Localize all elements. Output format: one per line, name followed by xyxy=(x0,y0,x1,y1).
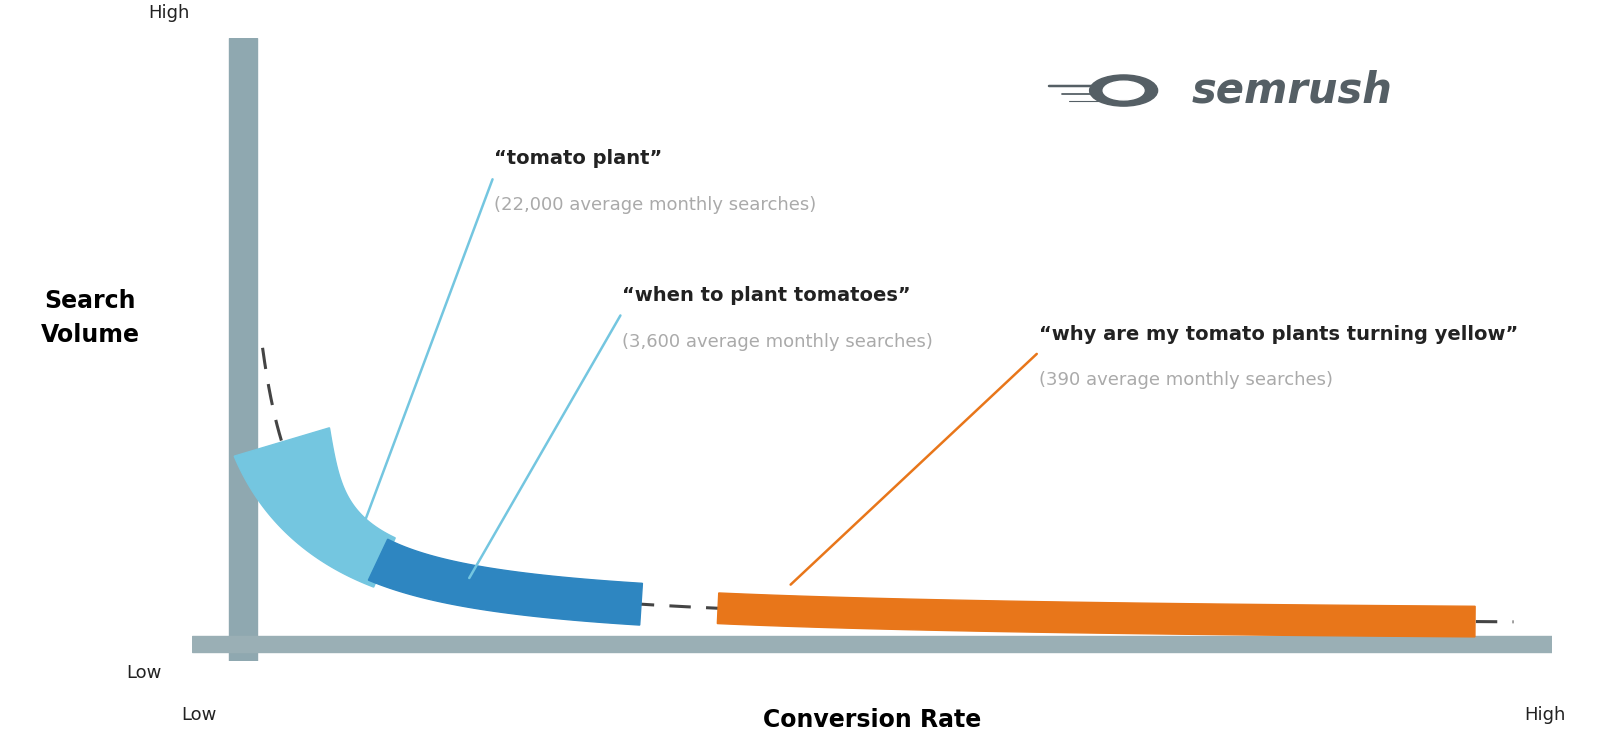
Text: semrush: semrush xyxy=(1192,70,1392,112)
Text: “when to plant tomatoes”: “when to plant tomatoes” xyxy=(622,285,910,305)
Text: (390 average monthly searches): (390 average monthly searches) xyxy=(1038,372,1333,390)
Text: High: High xyxy=(149,4,190,22)
Text: (22,000 average monthly searches): (22,000 average monthly searches) xyxy=(493,196,816,214)
Polygon shape xyxy=(368,539,643,625)
Text: High: High xyxy=(1525,706,1566,724)
Text: Conversion Rate: Conversion Rate xyxy=(763,708,981,732)
Text: Search
Volume: Search Volume xyxy=(40,289,139,347)
Text: “tomato plant”: “tomato plant” xyxy=(493,149,662,168)
FancyArrow shape xyxy=(229,38,258,661)
FancyArrow shape xyxy=(192,636,1565,652)
Polygon shape xyxy=(717,593,1475,637)
Polygon shape xyxy=(234,428,395,587)
Text: Low: Low xyxy=(126,664,162,682)
Text: “why are my tomato plants turning yellow”: “why are my tomato plants turning yellow… xyxy=(1038,324,1518,344)
Circle shape xyxy=(1102,81,1144,100)
Circle shape xyxy=(1090,75,1157,106)
Text: Low: Low xyxy=(181,706,216,724)
Text: (3,600 average monthly searches): (3,600 average monthly searches) xyxy=(622,333,933,351)
